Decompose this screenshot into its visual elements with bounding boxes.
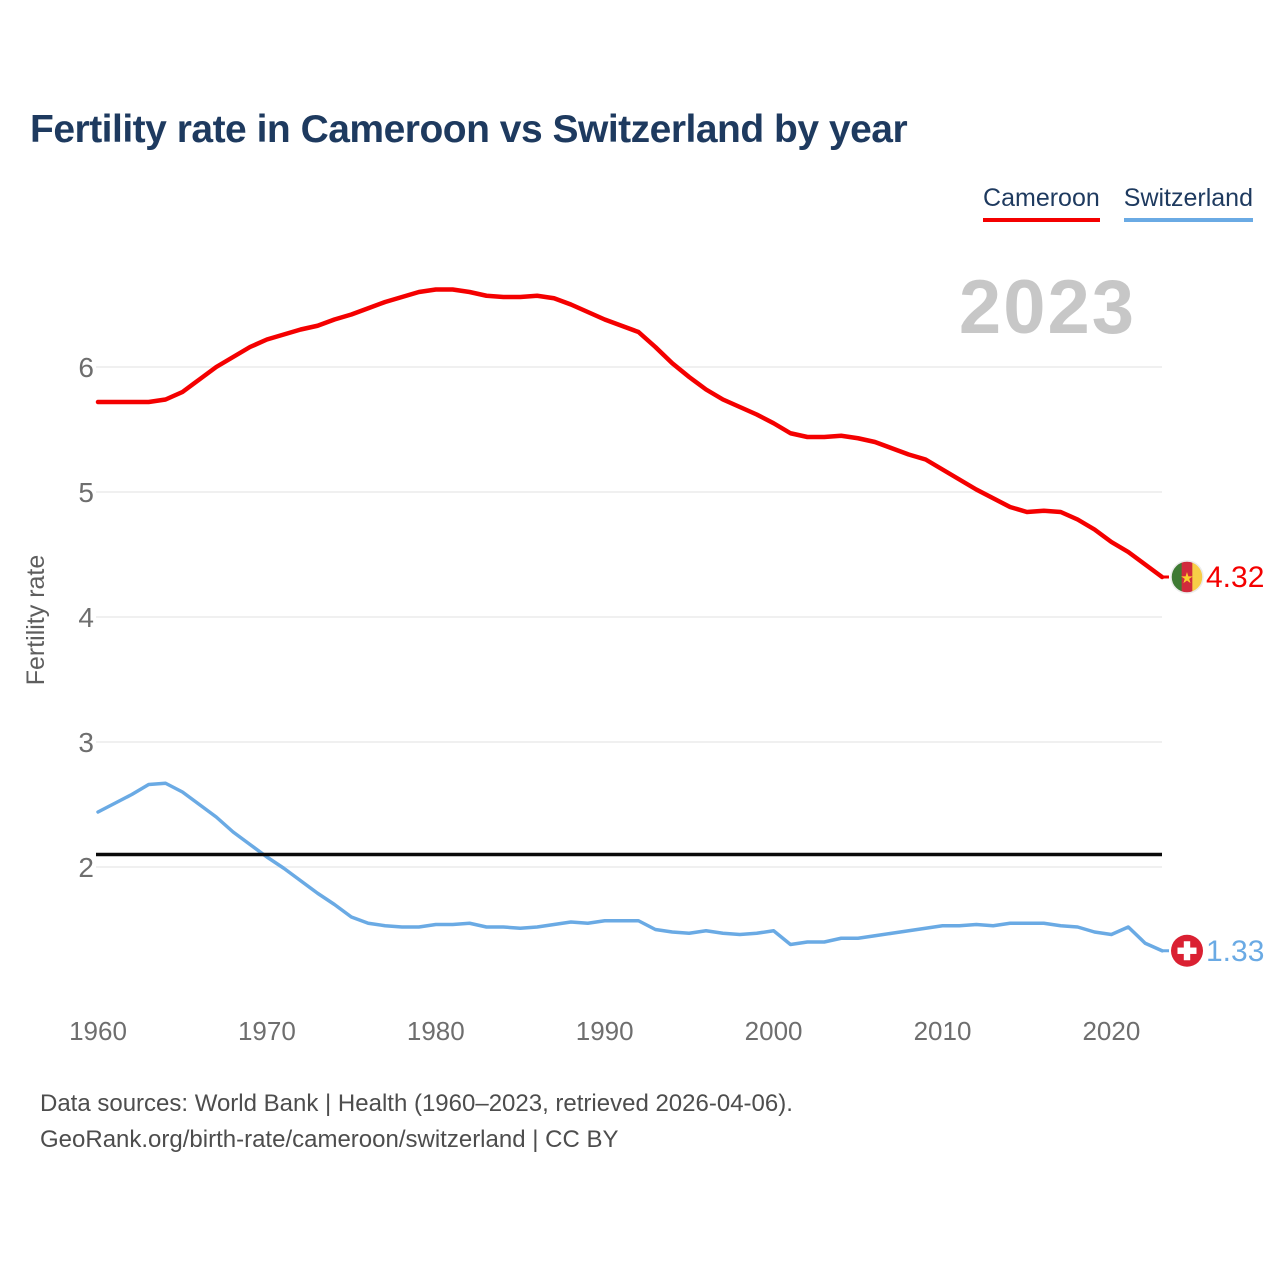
cameroon-line xyxy=(95,287,1165,580)
attribution-line: GeoRank.org/birth-rate/cameroon/switzerl… xyxy=(40,1126,619,1153)
x-tick-label: 1960 xyxy=(69,1016,127,1046)
switzerland-end-value: 1.33 xyxy=(1206,935,1264,968)
chart-footer: Data sources: World Bank | Health (1960–… xyxy=(40,1086,793,1158)
cameroon-flag-stripe xyxy=(1171,561,1183,593)
x-tick-label: 2000 xyxy=(745,1016,803,1046)
cameroon-flag-star: ★ xyxy=(1180,570,1193,587)
x-tick-label: 2010 xyxy=(914,1016,972,1046)
cameroon-flag-stripe xyxy=(1181,561,1193,593)
y-tick-label: 2 xyxy=(78,852,94,883)
x-tick-label: 2020 xyxy=(1082,1016,1140,1046)
y-tick-label: 5 xyxy=(78,477,94,508)
y-tick-label: 6 xyxy=(78,352,94,383)
y-axis-title: Fertility rate xyxy=(22,555,50,686)
x-tick-label: 1970 xyxy=(238,1016,296,1046)
legend-item-cameroon[interactable]: Cameroon xyxy=(983,184,1100,222)
page-title: Fertility rate in Cameroon vs Switzerlan… xyxy=(30,108,908,151)
x-tick-label: 1990 xyxy=(576,1016,634,1046)
data-sources-line: Data sources: World Bank | Health (1960–… xyxy=(40,1090,793,1117)
cameroon-flag-icon xyxy=(1170,560,1204,594)
cameroon-end-value: 4.32 xyxy=(1206,561,1264,594)
x-tick-label: 1980 xyxy=(407,1016,465,1046)
chart-legend: Cameroon Switzerland xyxy=(983,184,1253,222)
switzerland-flag-cross xyxy=(1183,941,1191,961)
cameroon-flag-stripe xyxy=(1192,561,1203,593)
y-tick-label: 4 xyxy=(78,602,94,633)
legend-item-switzerland[interactable]: Switzerland xyxy=(1123,184,1253,222)
y-tick-label: 3 xyxy=(78,727,94,758)
switzerland-line xyxy=(96,781,1164,953)
watermark-year: 2023 xyxy=(958,265,1136,350)
